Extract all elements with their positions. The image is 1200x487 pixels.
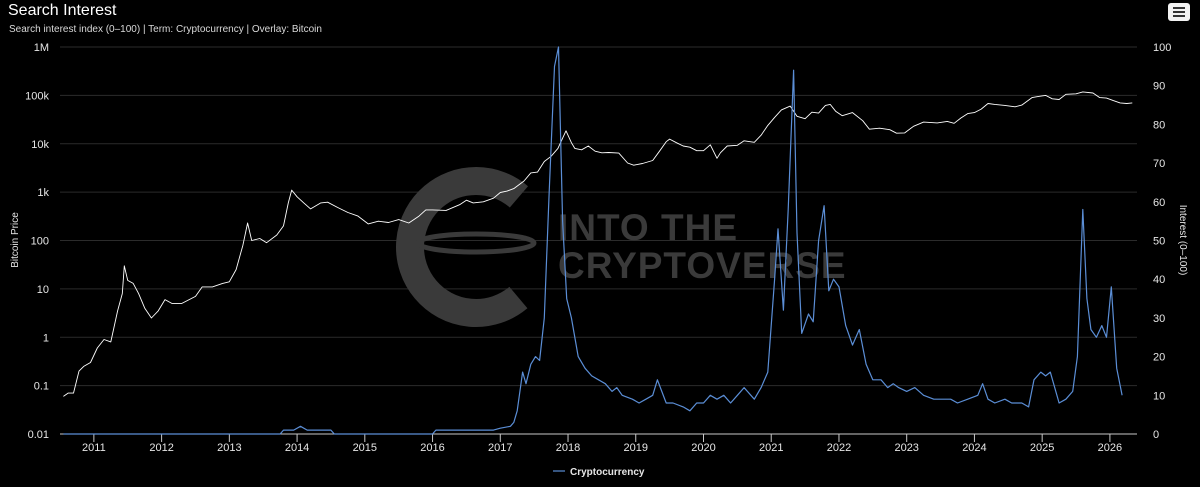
y-right-tick-label: 70 xyxy=(1153,158,1165,170)
watermark-logo-ring xyxy=(396,167,556,327)
y-right-tick-label: 10 xyxy=(1153,390,1165,402)
y-right-tick-label: 40 xyxy=(1153,274,1165,286)
y-right-tick-label: 0 xyxy=(1153,429,1159,441)
x-tick-label: 2012 xyxy=(149,442,173,454)
watermark-logo-orbit xyxy=(415,231,537,255)
y-right-tick-label: 30 xyxy=(1153,313,1165,325)
y-left-tick-label: 1 xyxy=(43,332,49,344)
x-tick-label: 2018 xyxy=(556,442,580,454)
y-left-tick-label: 0.1 xyxy=(34,381,49,393)
chart-subtitle: Search interest index (0–100) | Term: Cr… xyxy=(9,24,322,35)
x-tick-label: 2026 xyxy=(1098,442,1122,454)
y-axis-right-title: Interest (0–100) xyxy=(1177,205,1188,276)
y-right-tick-label: 80 xyxy=(1153,119,1165,131)
series-line-bitcoin-price[interactable] xyxy=(63,91,1133,397)
y-left-tick-label: 100k xyxy=(25,90,49,102)
x-tick-label: 2022 xyxy=(827,442,851,454)
x-tick-label: 2013 xyxy=(217,442,241,454)
y-left-tick-label: 10 xyxy=(37,284,49,296)
y-left-tick-label: 10k xyxy=(31,139,49,151)
chart-title: Search Interest xyxy=(8,2,117,19)
axes: 0.01 0.1 1 10 100 1k 10k 100k 1M 0 10 20 30 40 50 60 70 8… xyxy=(25,42,1171,454)
watermark-line1: INTO THE xyxy=(558,207,738,248)
y-left-tick-label: 100 xyxy=(31,236,49,248)
series-layer xyxy=(63,46,1133,435)
x-tick-label: 2011 xyxy=(82,442,106,454)
x-tick-label: 2017 xyxy=(488,442,512,454)
y-right-tick-label: 50 xyxy=(1153,236,1165,248)
x-tick-label: 2015 xyxy=(353,442,377,454)
series-line-cryptocurrency[interactable] xyxy=(63,46,1123,435)
x-tick-label: 2016 xyxy=(420,442,444,454)
y-left-tick-label: 1k xyxy=(37,187,49,199)
x-tick-label: 2019 xyxy=(624,442,648,454)
y-right-tick-label: 60 xyxy=(1153,197,1165,209)
x-tick-label: 2024 xyxy=(962,442,986,454)
x-tick-label: 2020 xyxy=(691,442,715,454)
watermark-line2: CRYPTOVERSE xyxy=(558,245,847,286)
legend-label-cryptocurrency: Cryptocurrency xyxy=(570,467,645,478)
y-right-tick-label: 20 xyxy=(1153,352,1165,364)
y-left-tick-label: 1M xyxy=(34,42,49,54)
y-right-tick-label: 90 xyxy=(1153,81,1165,93)
x-tick-label: 2023 xyxy=(894,442,918,454)
y-axis-left-title: Bitcoin Price xyxy=(10,212,21,268)
x-tick-label: 2025 xyxy=(1030,442,1054,454)
y-left-tick-label: 0.01 xyxy=(28,429,49,441)
hamburger-menu-icon[interactable] xyxy=(1168,3,1190,21)
legend[interactable]: Cryptocurrency xyxy=(553,467,645,478)
x-tick-label: 2021 xyxy=(759,442,783,454)
y-right-tick-label: 100 xyxy=(1153,42,1171,54)
x-tick-label: 2014 xyxy=(285,442,309,454)
